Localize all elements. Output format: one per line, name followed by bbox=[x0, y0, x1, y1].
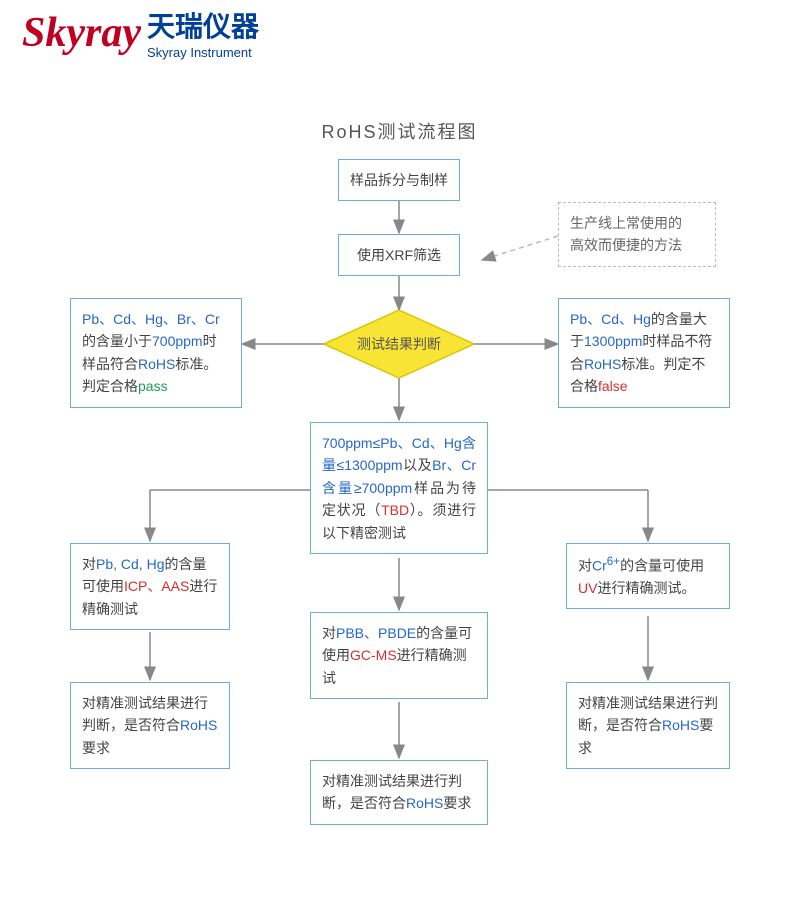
s2: Cr bbox=[592, 558, 607, 574]
node-judge-left: 对精准测试结果进行判断，是否符合RoHS要求 bbox=[70, 682, 230, 769]
s3: 6+ bbox=[607, 555, 620, 568]
s2: RoHS bbox=[406, 795, 443, 811]
node-decision: 测试结果判断 bbox=[324, 310, 474, 378]
node-gcms: 对PBB、PBDE的含量可使用GC-MS进行精确测试 bbox=[310, 612, 488, 699]
s1: Pb、Cd、Hg bbox=[570, 311, 651, 327]
s2: RoHS bbox=[662, 717, 699, 733]
chart-title: RoHS测试流程图 bbox=[0, 118, 799, 144]
logo-script: Skyray bbox=[22, 12, 141, 54]
s3: 要求 bbox=[443, 795, 471, 811]
line1: 生产线上常使用的 bbox=[570, 215, 682, 231]
node-judge-right: 对精准测试结果进行判断，是否符合RoHS要求 bbox=[566, 682, 730, 769]
s4: GC-MS bbox=[350, 647, 397, 663]
s1: 对 bbox=[82, 556, 96, 572]
s4: 的含量可使用 bbox=[620, 558, 704, 574]
s7: pass bbox=[138, 378, 168, 394]
logo: Skyray 天瑞仪器 Skyray Instrument bbox=[22, 12, 259, 60]
s3: 700ppm bbox=[152, 333, 203, 349]
s5: RoHS bbox=[138, 356, 175, 372]
s1: 对 bbox=[578, 558, 592, 574]
node-judge-mid: 对精准测试结果进行判断，是否符合RoHS要求 bbox=[310, 760, 488, 825]
node-fail: Pb、Cd、Hg的含量大于1300ppm时样品不符合RoHS标准。判定不合格fa… bbox=[558, 298, 730, 408]
node-pass: Pb、Cd、Hg、Br、Cr的含量小于700ppm时样品符合RoHS标准。判定合… bbox=[70, 298, 242, 408]
node-sample-prep: 样品拆分与制样 bbox=[338, 159, 460, 201]
s1: Pb、Cd、Hg、Br、Cr bbox=[82, 311, 220, 327]
line2: 高效而便捷的方法 bbox=[570, 237, 682, 253]
s3: 要求 bbox=[82, 740, 110, 756]
logo-text-block: 天瑞仪器 Skyray Instrument bbox=[147, 12, 259, 60]
node-xrf: 使用XRF筛选 bbox=[338, 234, 460, 276]
s2: 以及 bbox=[403, 457, 433, 473]
s3: 1300ppm bbox=[584, 333, 642, 349]
s2: Pb, Cd, Hg bbox=[96, 556, 164, 572]
node-icp-aas: 对Pb, Cd, Hg的含量可使用ICP、AAS进行精确测试 bbox=[70, 543, 230, 630]
s4: ICP、AAS bbox=[124, 578, 189, 594]
s2: RoHS bbox=[180, 717, 217, 733]
text: 使用XRF筛选 bbox=[357, 247, 441, 263]
s5: RoHS bbox=[584, 356, 621, 372]
text: 样品拆分与制样 bbox=[350, 172, 448, 188]
s2: 的含量小于 bbox=[82, 333, 152, 349]
logo-en: Skyray Instrument bbox=[147, 45, 259, 60]
s5: UV bbox=[578, 580, 597, 596]
s7: false bbox=[598, 378, 628, 394]
node-uv: 对Cr6+的含量可使用 UV进行精确测试。 bbox=[566, 543, 730, 609]
s6: 进行精确测试。 bbox=[597, 580, 695, 596]
logo-cn: 天瑞仪器 bbox=[147, 12, 259, 43]
node-tbd: 700ppm≤Pb、Cd、Hg含量≤1300ppm以及Br、Cr含量≥700pp… bbox=[310, 422, 488, 554]
node-note: 生产线上常使用的 高效而便捷的方法 bbox=[558, 202, 716, 267]
decision-label: 测试结果判断 bbox=[357, 334, 441, 354]
s2: PBB、PBDE bbox=[336, 625, 416, 641]
s5: TBD bbox=[381, 502, 409, 518]
s1: 对 bbox=[322, 625, 336, 641]
